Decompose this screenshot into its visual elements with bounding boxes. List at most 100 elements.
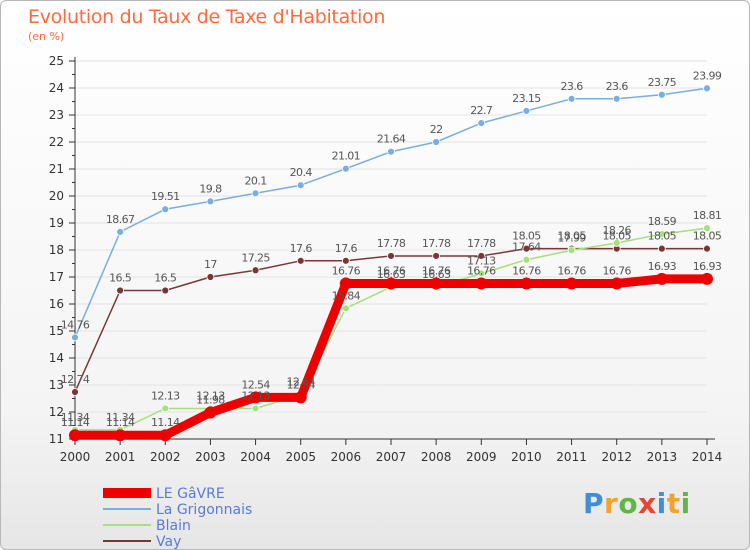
data-point (657, 230, 666, 238)
y-tick-label: 11 (49, 432, 64, 446)
chart-unit-label: (en %) (28, 30, 65, 43)
data-label: 11.34 (106, 411, 135, 424)
data-label: 18.59 (648, 215, 677, 228)
data-point (612, 94, 621, 103)
data-label: 19.51 (151, 190, 180, 203)
data-point (341, 256, 350, 265)
data-point (475, 277, 488, 290)
logo-letter: r (604, 487, 619, 520)
data-label: 21.01 (332, 150, 361, 163)
x-tick-label: 2009 (466, 450, 497, 464)
data-label: 16.76 (377, 264, 406, 277)
x-tick-label: 2008 (421, 450, 452, 464)
data-point (567, 94, 576, 103)
data-label: 18.81 (693, 209, 722, 222)
data-label: 18.05 (512, 230, 541, 243)
data-point (71, 333, 79, 342)
x-tick-label: 2013 (647, 450, 678, 464)
data-point (477, 269, 486, 278)
data-label: 17.78 (377, 237, 406, 250)
data-point (206, 197, 215, 206)
y-tick-label: 19 (49, 216, 64, 230)
y-tick-label: 24 (49, 81, 64, 95)
data-label: 17.99 (557, 231, 586, 244)
x-tick-label: 2000 (60, 450, 91, 464)
data-label: 18.05 (557, 230, 586, 243)
data-point (655, 272, 668, 285)
data-label: 11.98 (196, 394, 225, 407)
data-label: 18.05 (693, 230, 722, 243)
data-label: 17.25 (241, 251, 270, 264)
data-label: 16.76 (602, 264, 631, 277)
data-label: 23.6 (606, 80, 629, 93)
data-point (477, 252, 486, 260)
data-label: 11.14 (151, 416, 180, 429)
y-tick-label: 12 (49, 405, 64, 419)
data-label: 23.15 (512, 92, 541, 105)
data-point (296, 256, 305, 265)
y-tick-label: 25 (49, 54, 64, 68)
x-tick-label: 2003 (195, 450, 226, 464)
data-label: 12.13 (241, 389, 270, 402)
x-tick-label: 2002 (150, 450, 181, 464)
y-tick-label: 17 (49, 270, 64, 284)
data-label: 16.5 (154, 272, 177, 285)
data-label: 16.5 (109, 272, 132, 285)
data-label: 17.13 (467, 254, 496, 267)
y-tick-label: 15 (49, 324, 64, 338)
data-point (701, 272, 713, 285)
y-tick-label: 20 (49, 189, 64, 203)
data-point (341, 304, 350, 313)
y-tick-label: 14 (49, 351, 64, 365)
chart-title: Evolution du Taux de Taxe d'Habitation (28, 6, 386, 28)
logo-letter: t (666, 487, 681, 520)
logo-letter: i (656, 487, 667, 520)
data-label: 16.76 (422, 264, 451, 277)
legend-label: La Grigonnais (156, 502, 252, 518)
y-tick-label: 16 (49, 297, 64, 311)
data-point (703, 84, 711, 93)
data-point (387, 252, 395, 260)
data-label: 21.64 (377, 133, 406, 146)
data-point (610, 277, 623, 290)
logo-letter: x (638, 487, 657, 520)
data-point (116, 286, 125, 295)
y-tick-label: 21 (49, 162, 64, 176)
proxiti-logo: Proxiti (583, 487, 691, 520)
data-label: 12.74 (61, 373, 90, 386)
x-tick-label: 2012 (601, 450, 632, 464)
data-point (522, 255, 531, 264)
x-tick-label: 2004 (240, 450, 271, 464)
data-label: 17.64 (512, 241, 541, 254)
data-label: 17.6 (335, 242, 358, 255)
data-point (161, 205, 170, 214)
data-label: 16.93 (693, 260, 722, 273)
data-label: 12.13 (151, 389, 180, 402)
data-label: 16.76 (557, 264, 586, 277)
x-tick-label: 2007 (376, 450, 407, 464)
data-label: 12.54 (286, 378, 315, 391)
data-point (249, 391, 262, 404)
data-point (251, 189, 260, 198)
data-point (430, 277, 443, 290)
logo-letter: o (618, 487, 639, 520)
data-point (432, 138, 441, 146)
data-point (206, 273, 215, 281)
data-point (387, 147, 395, 156)
data-label: 22 (430, 123, 443, 136)
data-label: 15.84 (332, 289, 361, 302)
data-point (116, 228, 125, 236)
data-point (385, 277, 397, 290)
data-point (159, 429, 172, 442)
data-label: 17.6 (290, 242, 313, 255)
data-point (161, 404, 170, 413)
data-point (522, 107, 531, 115)
y-tick-label: 22 (49, 135, 64, 149)
data-label: 16.93 (648, 260, 677, 273)
x-tick-label: 2005 (285, 450, 316, 464)
data-point (657, 244, 666, 253)
y-tick-label: 13 (49, 378, 64, 392)
data-point (520, 277, 533, 290)
data-point (161, 286, 170, 295)
data-point (69, 429, 81, 442)
